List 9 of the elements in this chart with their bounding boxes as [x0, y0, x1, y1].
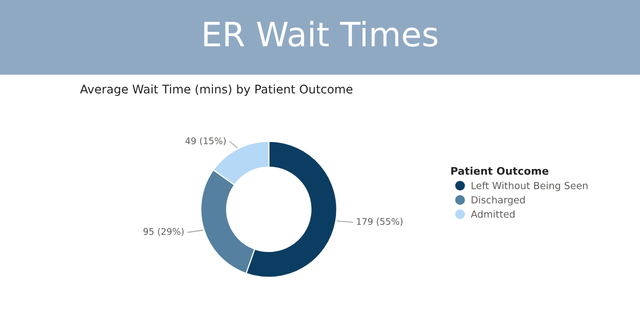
legend-label: Discharged [472, 196, 525, 206]
chart-title: ER Wait Times [204, 20, 438, 47]
chart-subtitle: Average Wait Time (mins) by Patient Outcome [80, 84, 352, 96]
data-label: 179 (55%) [356, 218, 402, 226]
data-label: 49 (15%) [185, 137, 226, 146]
legend-label: Admitted [470, 210, 514, 218]
legend-label: Left Without Being Seen [472, 182, 588, 192]
data-label: 95 (29%) [143, 228, 184, 236]
legend-title: Patient Outcome [451, 166, 548, 175]
